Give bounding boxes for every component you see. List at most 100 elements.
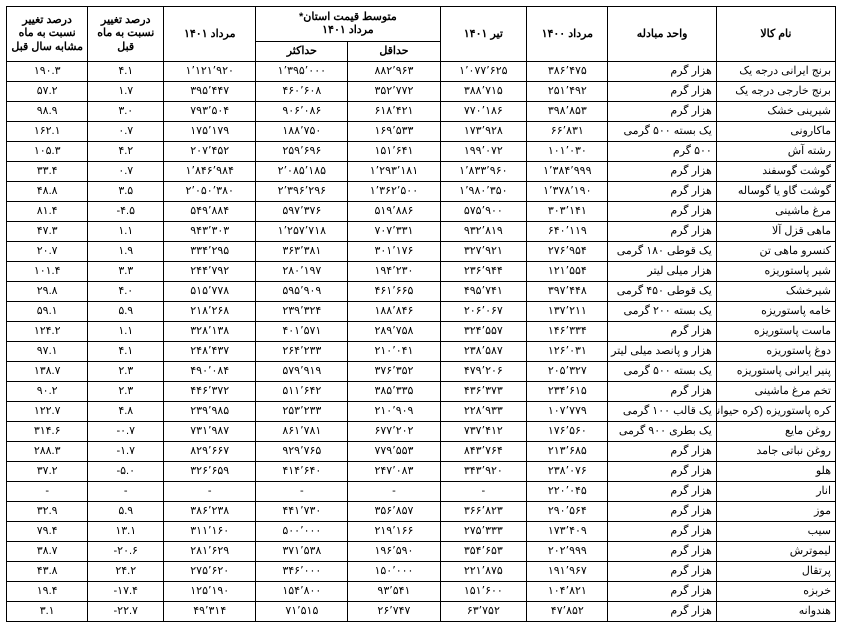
cell-pm: -۱.۷	[88, 442, 164, 462]
cell-t1401: ۲۳۶٬۹۴۴	[440, 262, 527, 282]
col-min: حداقل	[348, 42, 440, 62]
cell-m1401: ۱٬۱۲۱٬۹۲۰	[164, 62, 256, 82]
cell-unit: هزار گرم	[608, 202, 716, 222]
cell-m1401: ۳۲۶٬۶۵۹	[164, 462, 256, 482]
cell-pm: -	[88, 482, 164, 502]
cell-pm: ۳.۰	[88, 102, 164, 122]
cell-m1400: ۲۲۰٬۰۴۵	[527, 482, 608, 502]
cell-pm: ۵.۹	[88, 302, 164, 322]
cell-t1401: ۱٬۰۷۷٬۶۲۵	[440, 62, 527, 82]
cell-py: ۳۷.۲	[7, 462, 88, 482]
table-row: هلوهزار گرم۲۳۸٬۰۷۶۳۴۳٬۹۲۰۲۴۷٬۰۸۳۴۱۴٬۶۴۰۳…	[7, 462, 836, 482]
table-row: خامه پاستوریزهیک بسته ۲۰۰ گرمی۱۳۷٬۲۱۱۲۰۶…	[7, 302, 836, 322]
cell-py: ۹۷.۱	[7, 342, 88, 362]
table-row: سیبهزار گرم۱۷۳٬۴۰۹۲۷۵٬۳۳۳۲۱۹٬۱۶۶۵۰۰٬۰۰۰۳…	[7, 522, 836, 542]
cell-max: ۱٬۲۵۷٬۷۱۸	[256, 222, 348, 242]
cell-m1400: ۱۴۶٬۳۳۴	[527, 322, 608, 342]
cell-max: ۱٬۳۹۵٬۰۰۰	[256, 62, 348, 82]
cell-m1400: ۲۳۴٬۶۱۵	[527, 382, 608, 402]
cell-m1400: ۶۴۰٬۱۱۹	[527, 222, 608, 242]
cell-m1400: ۱۰۴٬۸۲۱	[527, 582, 608, 602]
cell-m1400: ۱۲۱٬۵۵۴	[527, 262, 608, 282]
cell-max: ۴۱۴٬۶۴۰	[256, 462, 348, 482]
cell-py: ۳۸.۷	[7, 542, 88, 562]
cell-pm: -۱۷.۴	[88, 582, 164, 602]
cell-max: ۲۶۴٬۲۳۳	[256, 342, 348, 362]
cell-pm: ۳.۵	[88, 182, 164, 202]
cell-min: ۲۱۰٬۹۰۹	[348, 402, 440, 422]
cell-min: ۶۱۸٬۴۲۱	[348, 102, 440, 122]
cell-name: گوشت گاو یا گوساله	[716, 182, 835, 202]
cell-min: ۱۹۶٬۵۹۰	[348, 542, 440, 562]
cell-name: انار	[716, 482, 835, 502]
cell-max: ۹۰۶٬۰۸۶	[256, 102, 348, 122]
cell-pm: ۴.۱	[88, 342, 164, 362]
cell-name: مرغ ماشینی	[716, 202, 835, 222]
cell-m1400: ۲۳۸٬۰۷۶	[527, 462, 608, 482]
col-name: نام کالا	[716, 7, 835, 62]
cell-max: ۹۲۹٬۷۶۵	[256, 442, 348, 462]
cell-m1401: -	[164, 482, 256, 502]
cell-unit: هزار گرم	[608, 582, 716, 602]
cell-m1400: ۱۰۱٬۰۳۰	[527, 142, 608, 162]
cell-py: ۱۰۱.۴	[7, 262, 88, 282]
cell-t1401: ۵۷۵٬۹۰۰	[440, 202, 527, 222]
cell-name: گوشت گوسفند	[716, 162, 835, 182]
cell-t1401: ۳۲۷٬۹۲۱	[440, 242, 527, 262]
cell-t1401: ۸۴۳٬۷۶۴	[440, 442, 527, 462]
cell-min: ۷۰۷٬۳۳۱	[348, 222, 440, 242]
cell-unit: هزار گرم	[608, 562, 716, 582]
cell-m1400: ۱٬۳۸۴٬۹۹۹	[527, 162, 608, 182]
cell-m1401: ۵۴۹٬۸۸۴	[164, 202, 256, 222]
cell-max: ۲٬۰۸۵٬۱۸۵	[256, 162, 348, 182]
table-row: گوشت گاو یا گوسالههزار گرم۱٬۳۷۸٬۱۹۰۱٬۹۸۰…	[7, 182, 836, 202]
cell-max: ۵۰۰٬۰۰۰	[256, 522, 348, 542]
cell-name: رشته آش	[716, 142, 835, 162]
cell-pm: ۲.۳	[88, 382, 164, 402]
cell-max: ۸۶۱٬۷۸۱	[256, 422, 348, 442]
cell-unit: یک بسته ۲۰۰ گرمی	[608, 302, 716, 322]
cell-unit: یک قوطی ۱۸۰ گرمی	[608, 242, 716, 262]
table-row: رشته آش۵۰۰ گرم۱۰۱٬۰۳۰۱۹۹٬۰۷۲۱۵۱٬۶۴۱۲۵۹٬۶…	[7, 142, 836, 162]
cell-unit: هزار گرم	[608, 322, 716, 342]
cell-name: پنیر ایرانی پاستوریزه	[716, 362, 835, 382]
cell-unit: هزار گرم	[608, 462, 716, 482]
cell-min: ۱۵۰٬۰۰۰	[348, 562, 440, 582]
cell-pm: ۲۴.۲	[88, 562, 164, 582]
cell-unit: هزار گرم	[608, 62, 716, 82]
cell-m1401: ۲٬۰۵۰٬۳۸۰	[164, 182, 256, 202]
cell-t1401: ۱۷۳٬۹۲۸	[440, 122, 527, 142]
cell-unit: هزار گرم	[608, 602, 716, 622]
cell-t1401: ۴۳۶٬۳۷۳	[440, 382, 527, 402]
cell-m1400: ۱۰۷٬۷۷۹	[527, 402, 608, 422]
cell-min: ۵۱۹٬۸۸۶	[348, 202, 440, 222]
cell-m1400: ۲۱۳٬۶۸۵	[527, 442, 608, 462]
cell-m1401: ۴۹۰٬۰۸۴	[164, 362, 256, 382]
cell-unit: هزار گرم	[608, 382, 716, 402]
cell-min: ۳۸۵٬۳۳۵	[348, 382, 440, 402]
cell-min: ۶۷۷٬۲۰۲	[348, 422, 440, 442]
cell-min: ۴۶۱٬۶۶۵	[348, 282, 440, 302]
cell-pm: ۳.۳	[88, 262, 164, 282]
table-row: هندوانههزار گرم۴۷٬۸۵۲۶۳٬۷۵۲۲۶٬۷۴۷۷۱٬۵۱۵۴…	[7, 602, 836, 622]
cell-t1401: ۴۹۵٬۷۴۱	[440, 282, 527, 302]
cell-py: ۴۷.۳	[7, 222, 88, 242]
cell-t1401: ۹۳۲٬۸۱۹	[440, 222, 527, 242]
cell-min: ۸۸۲٬۹۶۳	[348, 62, 440, 82]
table-row: موزهزار گرم۲۹۰٬۵۶۴۳۶۶٬۸۲۳۳۵۶٬۸۵۷۴۴۱٬۷۳۰۳…	[7, 502, 836, 522]
table-row: شیر پاستوریزههزار میلی لیتر۱۲۱٬۵۵۴۲۳۶٬۹۴…	[7, 262, 836, 282]
cell-pm: ۱.۱	[88, 222, 164, 242]
cell-name: پرتقال	[716, 562, 835, 582]
cell-pm: ۱.۷	[88, 82, 164, 102]
cell-t1401: ۳۵۴٬۶۵۳	[440, 542, 527, 562]
cell-py: ۳۱۴.۶	[7, 422, 88, 442]
table-row: کره پاستوریزه (کره حیوانی)یک قالب ۱۰۰ گر…	[7, 402, 836, 422]
cell-py: ۵۹.۱	[7, 302, 88, 322]
cell-pm: -۴.۵	[88, 202, 164, 222]
cell-m1401: ۳۳۴٬۲۹۵	[164, 242, 256, 262]
table-row: تخم مرغ ماشینیهزار گرم۲۳۴٬۶۱۵۴۳۶٬۳۷۳۳۸۵٬…	[7, 382, 836, 402]
cell-m1400: ۲۵۱٬۴۹۲	[527, 82, 608, 102]
cell-m1400: ۱۳۷٬۲۱۱	[527, 302, 608, 322]
cell-m1401: ۳۹۵٬۴۴۷	[164, 82, 256, 102]
cell-name: تخم مرغ ماشینی	[716, 382, 835, 402]
